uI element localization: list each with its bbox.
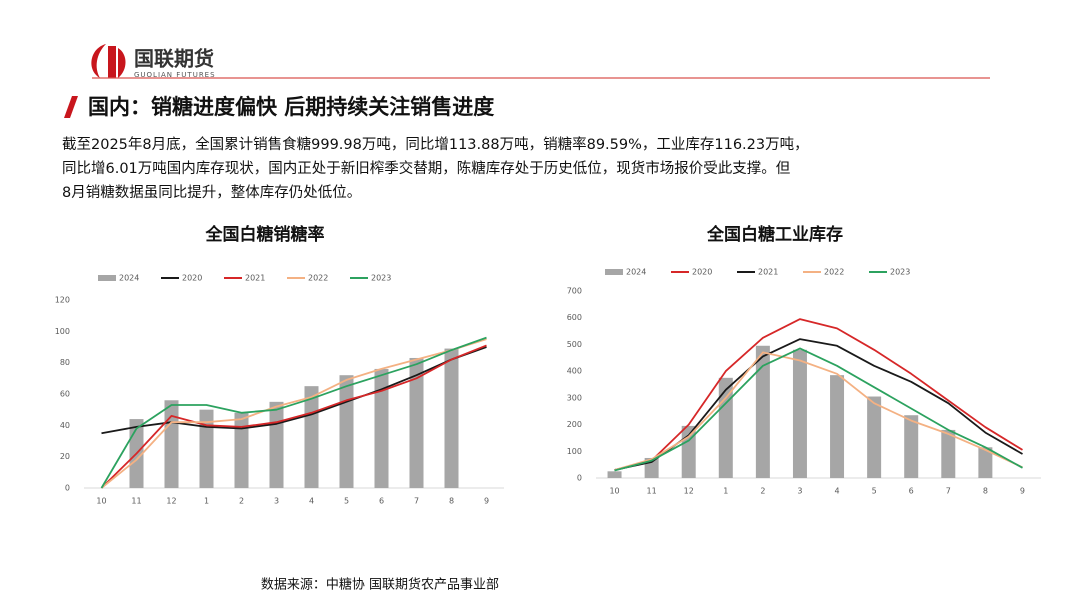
x-tick-label: 1 <box>723 487 728 496</box>
legend-label: 2023 <box>890 268 910 277</box>
bar <box>978 447 993 478</box>
bar <box>867 396 882 478</box>
y-tick-label: 80 <box>60 358 70 367</box>
y-tick-label: 600 <box>567 313 582 322</box>
x-tick-label: 8 <box>449 497 454 506</box>
legend-label: 2021 <box>245 274 265 283</box>
bar <box>374 368 389 488</box>
legend-label: 2020 <box>182 274 202 283</box>
logo: 国联期货 GUOLIAN FUTURES <box>91 44 215 79</box>
legend-label: 2024 <box>626 268 646 277</box>
bar <box>304 386 319 488</box>
legend-label: 2023 <box>371 274 391 283</box>
bar <box>718 377 733 478</box>
logo-icon <box>108 46 116 78</box>
x-tick-label: 2 <box>239 497 244 506</box>
legend-label: 2022 <box>308 274 328 283</box>
x-tick-label: 5 <box>872 487 877 496</box>
source-note: 数据来源：中糖协 国联期货农产品事业部 <box>261 577 499 593</box>
legend-swatch <box>605 269 623 275</box>
heading-mark <box>64 96 78 118</box>
body-line: 截至2025年8月底，全国累计销售食糖999.98万吨，同比增113.88万吨，… <box>62 135 809 153</box>
logo-icon <box>118 48 126 78</box>
legend-label: 2024 <box>119 274 139 283</box>
y-tick-label: 400 <box>567 367 582 376</box>
line-series <box>614 338 1023 471</box>
bar <box>269 401 284 488</box>
x-tick-label: 11 <box>647 487 657 496</box>
legend-label: 2021 <box>758 268 778 277</box>
logo-name: 国联期货 <box>134 47 214 71</box>
x-tick-label: 4 <box>309 497 314 506</box>
y-tick-label: 60 <box>60 390 70 399</box>
bar <box>607 471 622 478</box>
bar <box>681 425 696 478</box>
legend-label: 2020 <box>692 268 712 277</box>
y-tick-label: 20 <box>60 452 70 461</box>
x-tick-label: 12 <box>684 487 694 496</box>
x-tick-label: 8 <box>983 487 988 496</box>
line-series <box>100 338 487 489</box>
bar <box>904 415 919 478</box>
x-tick-label: 3 <box>274 497 279 506</box>
chart-title: 全国白糖工业库存 <box>706 224 843 245</box>
x-tick-label: 7 <box>414 497 419 506</box>
bar <box>164 400 179 488</box>
line-series <box>100 344 487 489</box>
body-line: 8月销糖数据虽同比提升，整体库存仍处低位。 <box>62 184 361 201</box>
x-tick-label: 9 <box>1020 487 1025 496</box>
x-tick-label: 1 <box>204 497 209 506</box>
line-series <box>614 351 1023 471</box>
bar <box>409 357 424 488</box>
bar <box>941 429 956 478</box>
y-tick-label: 500 <box>567 340 582 349</box>
heading: 国内：销糖进度偏快 后期持续关注销售进度 <box>88 95 494 119</box>
y-tick-label: 300 <box>567 393 582 402</box>
y-tick-label: 100 <box>55 327 70 336</box>
logo-subname: GUOLIAN FUTURES <box>134 71 216 79</box>
y-tick-label: 100 <box>567 447 582 456</box>
x-tick-label: 6 <box>379 497 384 506</box>
x-tick-label: 10 <box>609 487 619 496</box>
line-series <box>614 318 1023 471</box>
y-tick-label: 0 <box>577 474 582 483</box>
bar <box>234 412 249 488</box>
y-tick-label: 120 <box>55 296 70 305</box>
x-tick-label: 10 <box>96 497 106 506</box>
line-series <box>614 347 1023 472</box>
bar <box>199 409 214 488</box>
y-tick-label: 700 <box>567 287 582 296</box>
bar <box>339 375 354 488</box>
x-tick-label: 7 <box>946 487 951 496</box>
y-tick-label: 0 <box>65 484 70 493</box>
x-tick-label: 4 <box>834 487 839 496</box>
x-tick-label: 9 <box>484 497 489 506</box>
y-tick-label: 40 <box>60 421 70 430</box>
x-tick-label: 6 <box>909 487 914 496</box>
logo-icon <box>91 44 106 78</box>
x-tick-label: 11 <box>131 497 141 506</box>
line-series <box>100 336 487 489</box>
y-tick-label: 200 <box>567 420 582 429</box>
legend-label: 2022 <box>824 268 844 277</box>
x-tick-label: 3 <box>797 487 802 496</box>
bar <box>792 349 807 478</box>
legend-swatch <box>98 275 116 281</box>
bar <box>830 375 845 478</box>
bar <box>755 345 770 478</box>
x-tick-label: 5 <box>344 497 349 506</box>
body-line: 同比增6.01万吨国内库存现状，国内正处于新旧榨季交替期，陈糖库存处于历史低位，… <box>62 159 791 177</box>
bar <box>444 348 459 488</box>
x-tick-label: 2 <box>760 487 765 496</box>
x-tick-label: 12 <box>166 497 176 506</box>
chart-title: 全国白糖销糖率 <box>205 224 325 245</box>
